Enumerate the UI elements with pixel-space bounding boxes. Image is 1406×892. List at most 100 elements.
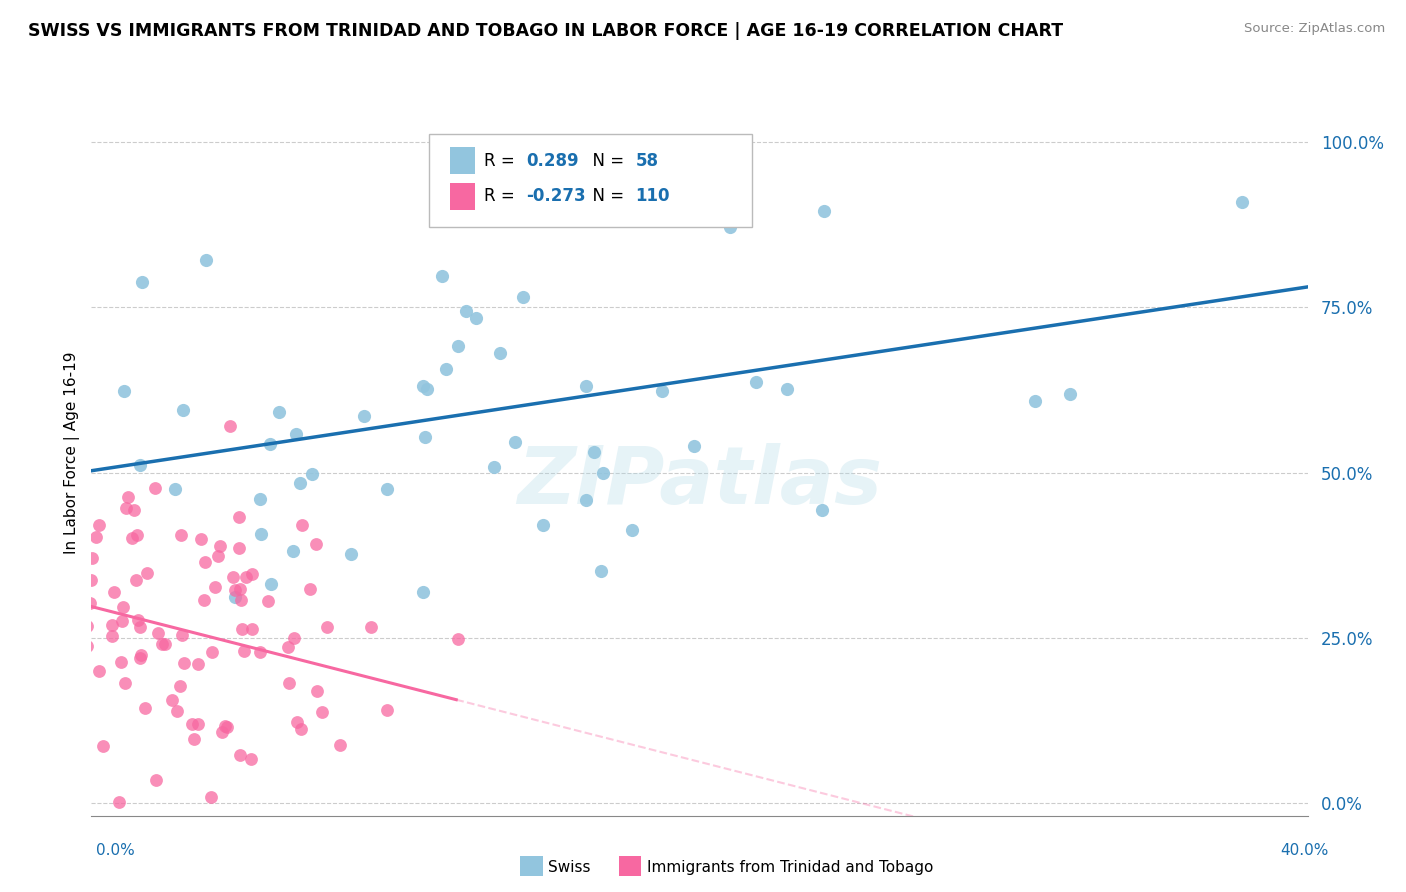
Point [25,600,48,615]
Point [533,517,555,532]
Point [413,430,436,444]
Point [170,528,193,542]
Text: R =: R = [484,187,520,205]
Point [375,702,398,716]
Text: 0.289: 0.289 [526,152,578,169]
Point [256,593,278,607]
Point [224,590,246,604]
Point [14,515,37,529]
Point [127,613,149,627]
Text: R =: R = [484,152,520,169]
Point [260,577,283,591]
Point [484,459,506,474]
Point [219,418,242,433]
Point [723,208,745,222]
Text: Source: ZipAtlas.com: Source: ZipAtlas.com [1244,22,1385,36]
Point [181,716,204,731]
Point [575,378,598,392]
Point [340,547,363,561]
Point [200,789,222,804]
Point [412,585,434,599]
Point [512,290,534,304]
Point [221,569,243,583]
Point [813,204,835,219]
Point [285,427,308,442]
Point [131,275,153,289]
Point [34,670,56,684]
Point [592,466,614,480]
Point [111,614,134,628]
Point [143,481,166,495]
Point [129,620,152,634]
Point [117,490,139,504]
Point [620,523,643,537]
Point [108,795,131,809]
Text: N =: N = [582,187,630,205]
Point [211,725,233,739]
Point [290,722,312,736]
Text: Swiss: Swiss [548,860,591,874]
Point [150,637,173,651]
Point [235,569,257,583]
Point [101,629,124,643]
Point [160,692,183,706]
Point [80,573,103,587]
Point [136,566,159,581]
Point [80,550,103,565]
Point [412,379,434,393]
Point [267,405,290,419]
Point [446,339,468,353]
Point [776,382,799,396]
Point [209,539,232,553]
Point [434,362,457,376]
Point [232,644,254,658]
Point [718,220,741,235]
Point [172,402,194,417]
Point [173,657,195,671]
Point [228,748,250,763]
Point [283,631,305,645]
Point [31,569,53,583]
Text: 0.0%: 0.0% [96,843,135,858]
Point [582,444,605,458]
Point [89,517,111,532]
Point [129,648,152,662]
Point [125,527,148,541]
Point [489,345,512,359]
Point [37,567,59,582]
Point [278,676,301,690]
Point [311,706,333,720]
Point [53,665,76,679]
Y-axis label: In Labor Force | Age 16-19: In Labor Force | Age 16-19 [65,351,80,554]
Point [21,706,44,721]
Point [214,719,236,733]
Point [187,717,209,731]
Point [172,628,194,642]
Point [111,599,134,614]
Text: SWISS VS IMMIGRANTS FROM TRINIDAD AND TOBAGO IN LABOR FORCE | AGE 16-19 CORRELAT: SWISS VS IMMIGRANTS FROM TRINIDAD AND TO… [28,22,1063,40]
Point [651,384,673,398]
Text: -0.273: -0.273 [526,187,585,205]
Text: N =: N = [582,152,630,169]
Point [240,566,263,581]
Point [63,581,86,595]
Text: 110: 110 [636,187,671,205]
Point [745,375,768,389]
Point [204,580,226,594]
Point [207,549,229,564]
Point [110,655,132,669]
Point [101,618,124,632]
Point [0,416,1,430]
Point [240,622,263,636]
Point [224,583,246,598]
Point [307,683,329,698]
Point [146,626,169,640]
Point [416,382,439,396]
Text: ZIPatlas: ZIPatlas [517,442,882,521]
Point [447,632,470,647]
Point [134,700,156,714]
Point [299,582,322,597]
Point [79,596,101,610]
Point [32,503,55,517]
Point [589,564,612,578]
